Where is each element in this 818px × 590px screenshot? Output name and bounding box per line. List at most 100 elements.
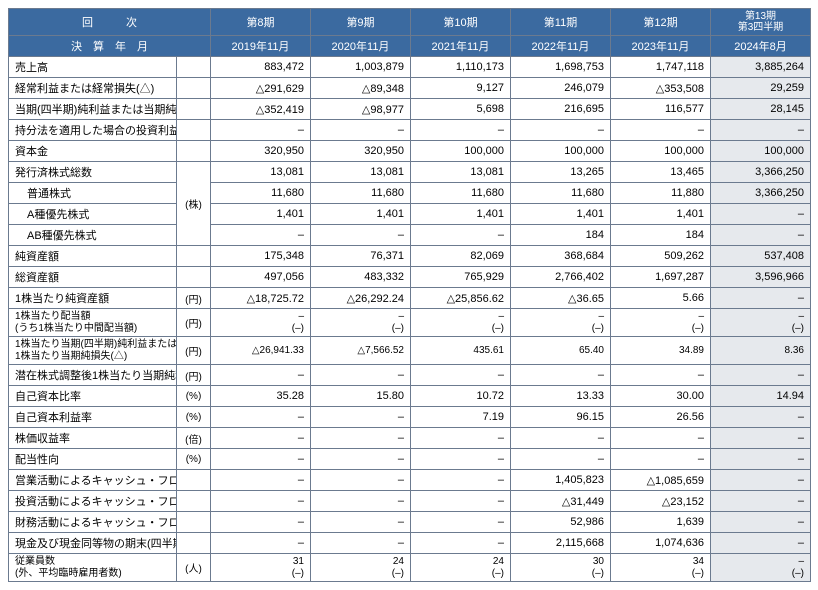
value-cell: – <box>411 449 511 470</box>
value-cell: – <box>711 120 811 141</box>
value-cell: 10.72 <box>411 386 511 407</box>
value-cell: △26,292.24 <box>311 288 411 309</box>
row-label: 当期(四半期)純利益または当期純損失(△) <box>9 99 177 120</box>
hdr-period-3: 第11期 <box>511 9 611 36</box>
value-cell: △31,449 <box>511 491 611 512</box>
value-cell: 13.33 <box>511 386 611 407</box>
row-label: 普通株式 <box>9 183 177 204</box>
table-row: 現金及び現金同等物の期末(四半期末)残高–––2,115,6681,074,63… <box>9 533 811 554</box>
value-cell: –(–) <box>211 309 311 337</box>
unit-cell <box>177 246 211 267</box>
value-cell: 100,000 <box>611 141 711 162</box>
value-cell: 175,348 <box>211 246 311 267</box>
unit-cell: (人) <box>177 554 211 582</box>
hdr-date-5: 2024年8月 <box>711 36 811 57</box>
value-cell: – <box>411 491 511 512</box>
value-cell: 30(–) <box>511 554 611 582</box>
value-cell: 13,081 <box>211 162 311 183</box>
value-cell: 13,265 <box>511 162 611 183</box>
value-cell: 34(–) <box>611 554 711 582</box>
value-cell: 1,747,118 <box>611 57 711 78</box>
value-cell: 483,332 <box>311 267 411 288</box>
table-row: 財務活動によるキャッシュ・フロー–––52,9861,639– <box>9 512 811 533</box>
value-cell: 35.28 <box>211 386 311 407</box>
value-cell: 1,074,636 <box>611 533 711 554</box>
value-cell: – <box>211 225 311 246</box>
row-label: 資本金 <box>9 141 177 162</box>
value-cell: – <box>311 491 411 512</box>
value-cell: △18,725.72 <box>211 288 311 309</box>
value-cell: △23,152 <box>611 491 711 512</box>
value-cell: △26,941.33 <box>211 337 311 365</box>
table-row: 当期(四半期)純利益または当期純損失(△)△352,419△98,9775,69… <box>9 99 811 120</box>
unit-cell: (%) <box>177 449 211 470</box>
value-cell: 184 <box>511 225 611 246</box>
hdr-date-0: 2019年11月 <box>211 36 311 57</box>
value-cell: 24(–) <box>411 554 511 582</box>
value-cell: – <box>211 120 311 141</box>
value-cell: – <box>611 428 711 449</box>
value-cell: 184 <box>611 225 711 246</box>
value-cell: 497,056 <box>211 267 311 288</box>
row-label: AB種優先株式 <box>9 225 177 246</box>
value-cell: 100,000 <box>411 141 511 162</box>
value-cell: – <box>211 470 311 491</box>
value-cell: 509,262 <box>611 246 711 267</box>
table-row: 経常利益または経常損失(△)△291,629△89,3489,127246,07… <box>9 78 811 99</box>
value-cell: – <box>611 365 711 386</box>
row-label: 自己資本利益率 <box>9 407 177 428</box>
value-cell: 537,408 <box>711 246 811 267</box>
value-cell: 100,000 <box>511 141 611 162</box>
value-cell: 216,695 <box>511 99 611 120</box>
row-label: 配当性向 <box>9 449 177 470</box>
value-cell: –(–) <box>711 554 811 582</box>
value-cell: 11,680 <box>511 183 611 204</box>
table-row: 総資産額497,056483,332765,9292,766,4021,697,… <box>9 267 811 288</box>
value-cell: – <box>711 491 811 512</box>
value-cell: 1,401 <box>211 204 311 225</box>
value-cell: 435.61 <box>411 337 511 365</box>
value-cell: △291,629 <box>211 78 311 99</box>
value-cell: 100,000 <box>711 141 811 162</box>
value-cell: 1,697,287 <box>611 267 711 288</box>
value-cell: 2,115,668 <box>511 533 611 554</box>
hdr-period-4: 第12期 <box>611 9 711 36</box>
row-label: 自己資本比率 <box>9 386 177 407</box>
value-cell: –(–) <box>311 309 411 337</box>
value-cell: 11,680 <box>411 183 511 204</box>
value-cell: 116,577 <box>611 99 711 120</box>
value-cell: 34.89 <box>611 337 711 365</box>
financial-table: 回 次 第8期 第9期 第10期 第11期 第12期 第13期第3四半期 決 算… <box>8 8 811 582</box>
value-cell: – <box>711 512 811 533</box>
value-cell: 82,069 <box>411 246 511 267</box>
value-cell: 13,465 <box>611 162 711 183</box>
value-cell: 15.80 <box>311 386 411 407</box>
value-cell: – <box>611 120 711 141</box>
value-cell: – <box>711 204 811 225</box>
table-row: AB種優先株式–––184184– <box>9 225 811 246</box>
value-cell: 320,950 <box>311 141 411 162</box>
row-label: 株価収益率 <box>9 428 177 449</box>
value-cell: 3,885,264 <box>711 57 811 78</box>
value-cell: 28,145 <box>711 99 811 120</box>
value-cell: 14.94 <box>711 386 811 407</box>
value-cell: 5.66 <box>611 288 711 309</box>
value-cell: 1,639 <box>611 512 711 533</box>
row-label: 総資産額 <box>9 267 177 288</box>
table-row: 営業活動によるキャッシュ・フロー–––1,405,823△1,085,659– <box>9 470 811 491</box>
hdr-date-4: 2023年11月 <box>611 36 711 57</box>
value-cell: –(–) <box>411 309 511 337</box>
unit-cell <box>177 533 211 554</box>
table-row: 株価収益率(倍)–––––– <box>9 428 811 449</box>
row-label: A種優先株式 <box>9 204 177 225</box>
unit-cell: (円) <box>177 365 211 386</box>
row-label: 従業員数(外、平均臨時雇用者数) <box>9 554 177 582</box>
value-cell: △7,566.52 <box>311 337 411 365</box>
value-cell: – <box>411 225 511 246</box>
value-cell: 13,081 <box>411 162 511 183</box>
value-cell: –(–) <box>711 309 811 337</box>
hdr-period-0: 第8期 <box>211 9 311 36</box>
value-cell: 31(–) <box>211 554 311 582</box>
value-cell: 30.00 <box>611 386 711 407</box>
hdr-period-1: 第9期 <box>311 9 411 36</box>
